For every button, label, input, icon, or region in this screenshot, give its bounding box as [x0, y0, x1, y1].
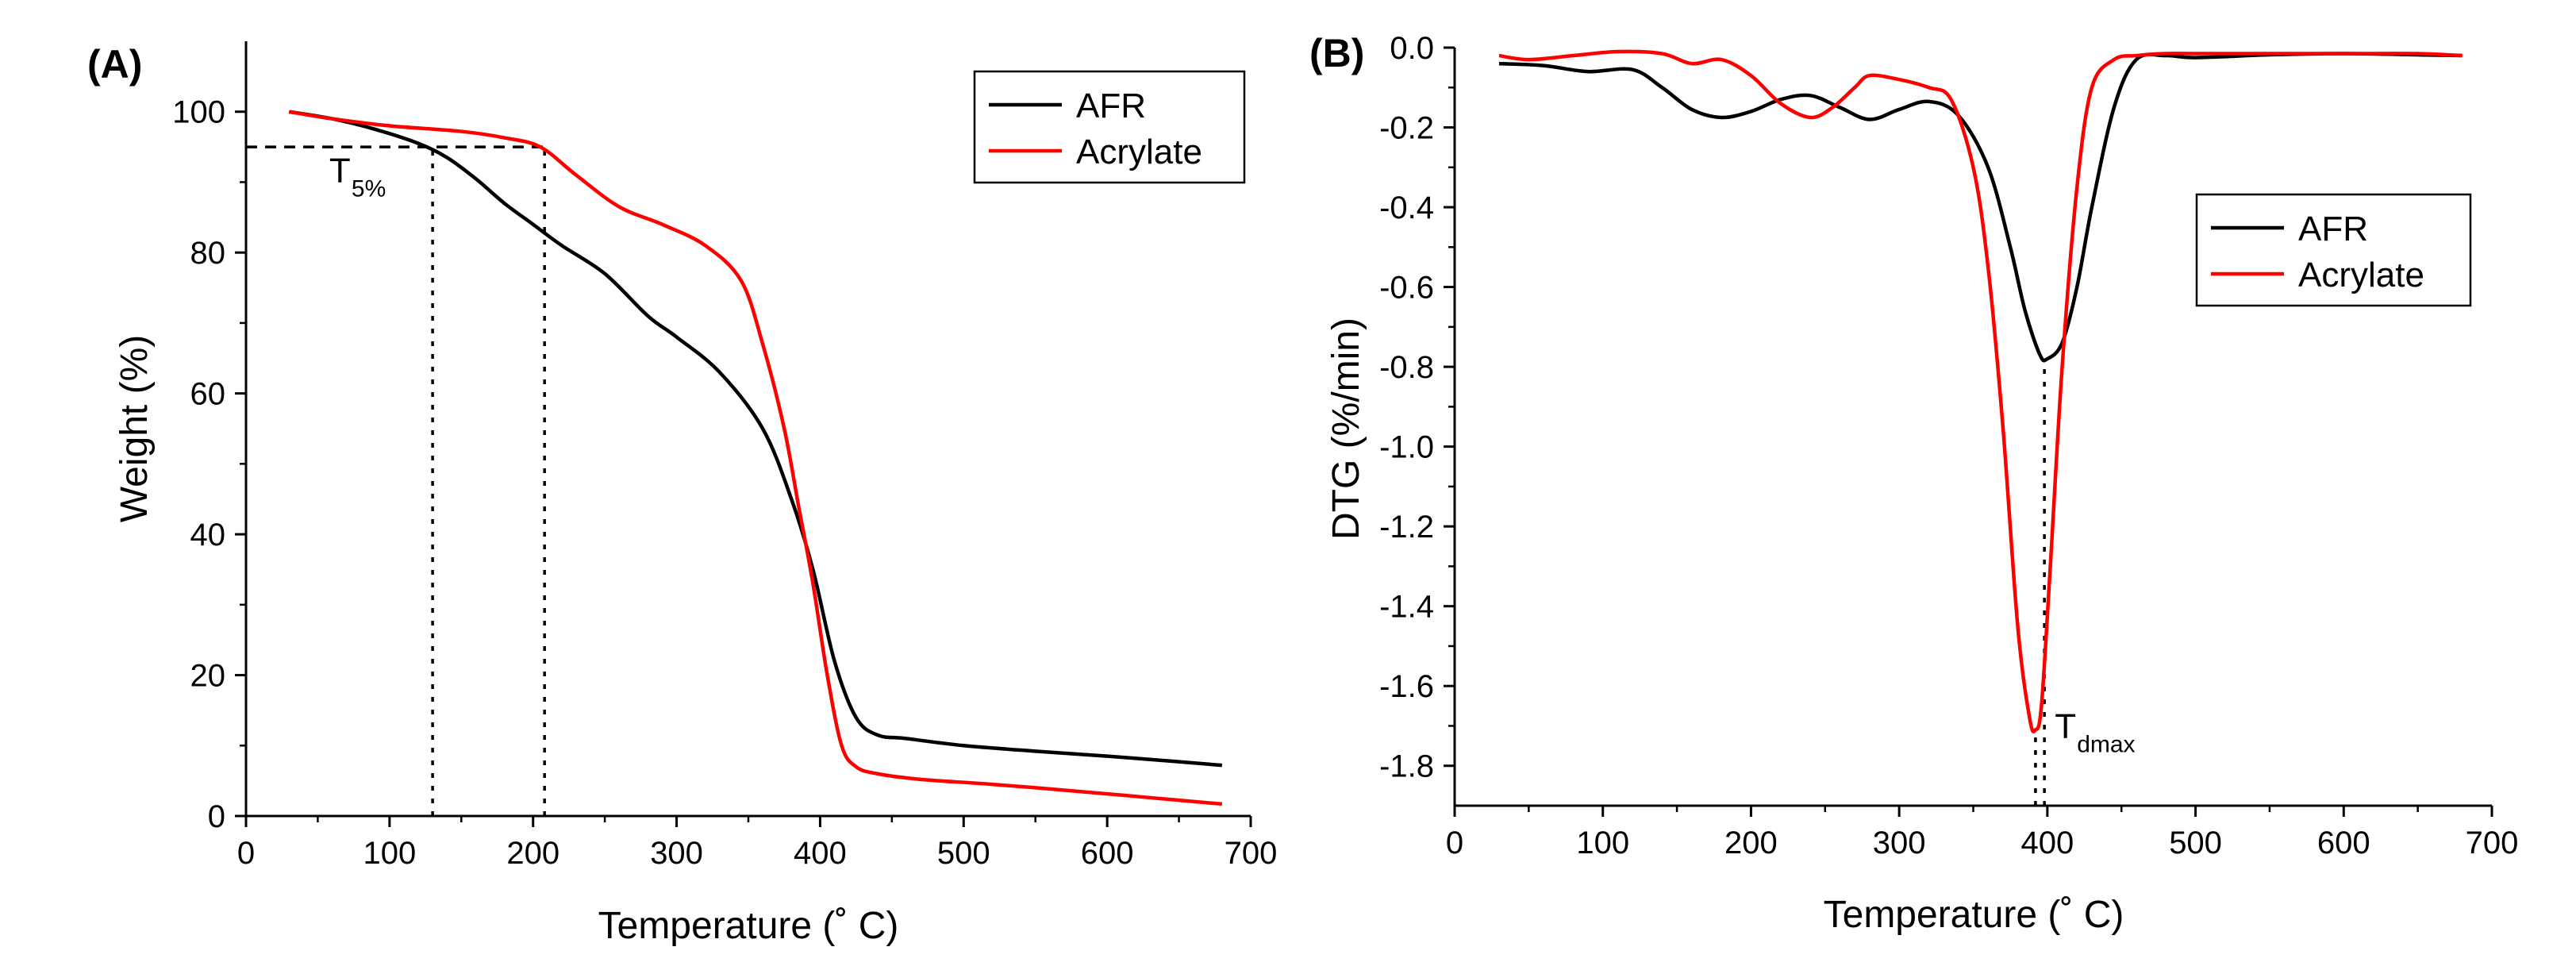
- legend-box: [2195, 193, 2472, 307]
- x-tick-label: 200: [1724, 826, 1778, 860]
- series-group: [288, 110, 1223, 806]
- x-axis-title: Temperature (˚ C): [598, 905, 899, 947]
- legend-label-acrylate: Acrylate: [2298, 256, 2424, 294]
- x-tick-label: 300: [1873, 826, 1926, 860]
- legend-label-acrylate: Acrylate: [1076, 133, 1202, 171]
- y-tick-label: -0.6: [1379, 271, 1434, 306]
- x-tick-label: 100: [1576, 826, 1629, 860]
- legend: AFR Acrylate: [973, 70, 1246, 184]
- annotation-subscript: dmax: [2077, 732, 2135, 758]
- y-tick-label: -1.2: [1379, 510, 1434, 545]
- x-tick-label: 500: [937, 836, 990, 871]
- x-tick-label: 400: [2020, 826, 2074, 860]
- y-tick-label: -0.4: [1379, 191, 1434, 225]
- x-tick-label: 0: [237, 836, 255, 871]
- series-group: [1498, 49, 2463, 733]
- x-tick-label: 400: [794, 836, 847, 871]
- y-tick-label: -0.8: [1379, 350, 1434, 385]
- panel-label: (B): [1309, 31, 1364, 75]
- y-tick-label: 20: [190, 659, 226, 694]
- x-axis-title: Temperature (˚ C): [1824, 894, 2124, 936]
- x-tick-label: 700: [2466, 826, 2519, 860]
- panel-label: (A): [87, 42, 142, 87]
- series-line-acrylate: [1498, 49, 2463, 733]
- series-line-afr: [1498, 52, 2463, 363]
- x-tick-label: 0: [1446, 826, 1463, 860]
- legend-label-afr: AFR: [1076, 87, 1146, 125]
- y-axis-title: DTG (%/min): [1325, 318, 1367, 540]
- x-tick-label: 200: [506, 836, 559, 871]
- legend-box: [973, 70, 1246, 184]
- annotation-t: T: [2055, 707, 2076, 746]
- y-tick-label: -1.4: [1379, 590, 1434, 625]
- y-tick-label: 40: [190, 518, 226, 552]
- y-tick-label: 80: [190, 236, 226, 271]
- series-line-acrylate: [288, 110, 1223, 806]
- y-tick-label: 60: [190, 377, 226, 412]
- y-axis-title: Weight (%): [113, 335, 156, 523]
- y-tick-label: -1.0: [1379, 430, 1434, 465]
- y-tick-label: 0: [208, 799, 225, 834]
- annotation-subscript: 5%: [352, 175, 386, 202]
- x-tick-label: 500: [2169, 826, 2222, 860]
- annotation-t: T: [329, 151, 351, 190]
- x-tick-label: 700: [1225, 836, 1278, 871]
- x-tick-label: 100: [363, 836, 416, 871]
- legend-label-afr: AFR: [2298, 210, 2368, 248]
- chart-panel-a: 0 100 200 300 400 500 600 700 0 20 40 60 80 100 Temper…: [87, 41, 1277, 947]
- legend: AFR Acrylate: [2195, 193, 2472, 307]
- x-tick-label: 600: [2317, 826, 2370, 860]
- x-tick-label: 600: [1081, 836, 1134, 871]
- y-tick-label: 0.0: [1390, 31, 1434, 66]
- y-tick-label: -1.6: [1379, 669, 1434, 704]
- y-tick-label: -0.2: [1379, 111, 1434, 146]
- y-tick-label: -1.8: [1379, 749, 1434, 784]
- y-tick-label: 100: [172, 95, 225, 130]
- x-tick-label: 300: [650, 836, 703, 871]
- series-line-afr: [288, 110, 1223, 768]
- chart-panel-b: 0 100 200 300 400 500 600 700 0.0 -0.2 -0.4 -0.6 -0.…: [1309, 31, 2518, 936]
